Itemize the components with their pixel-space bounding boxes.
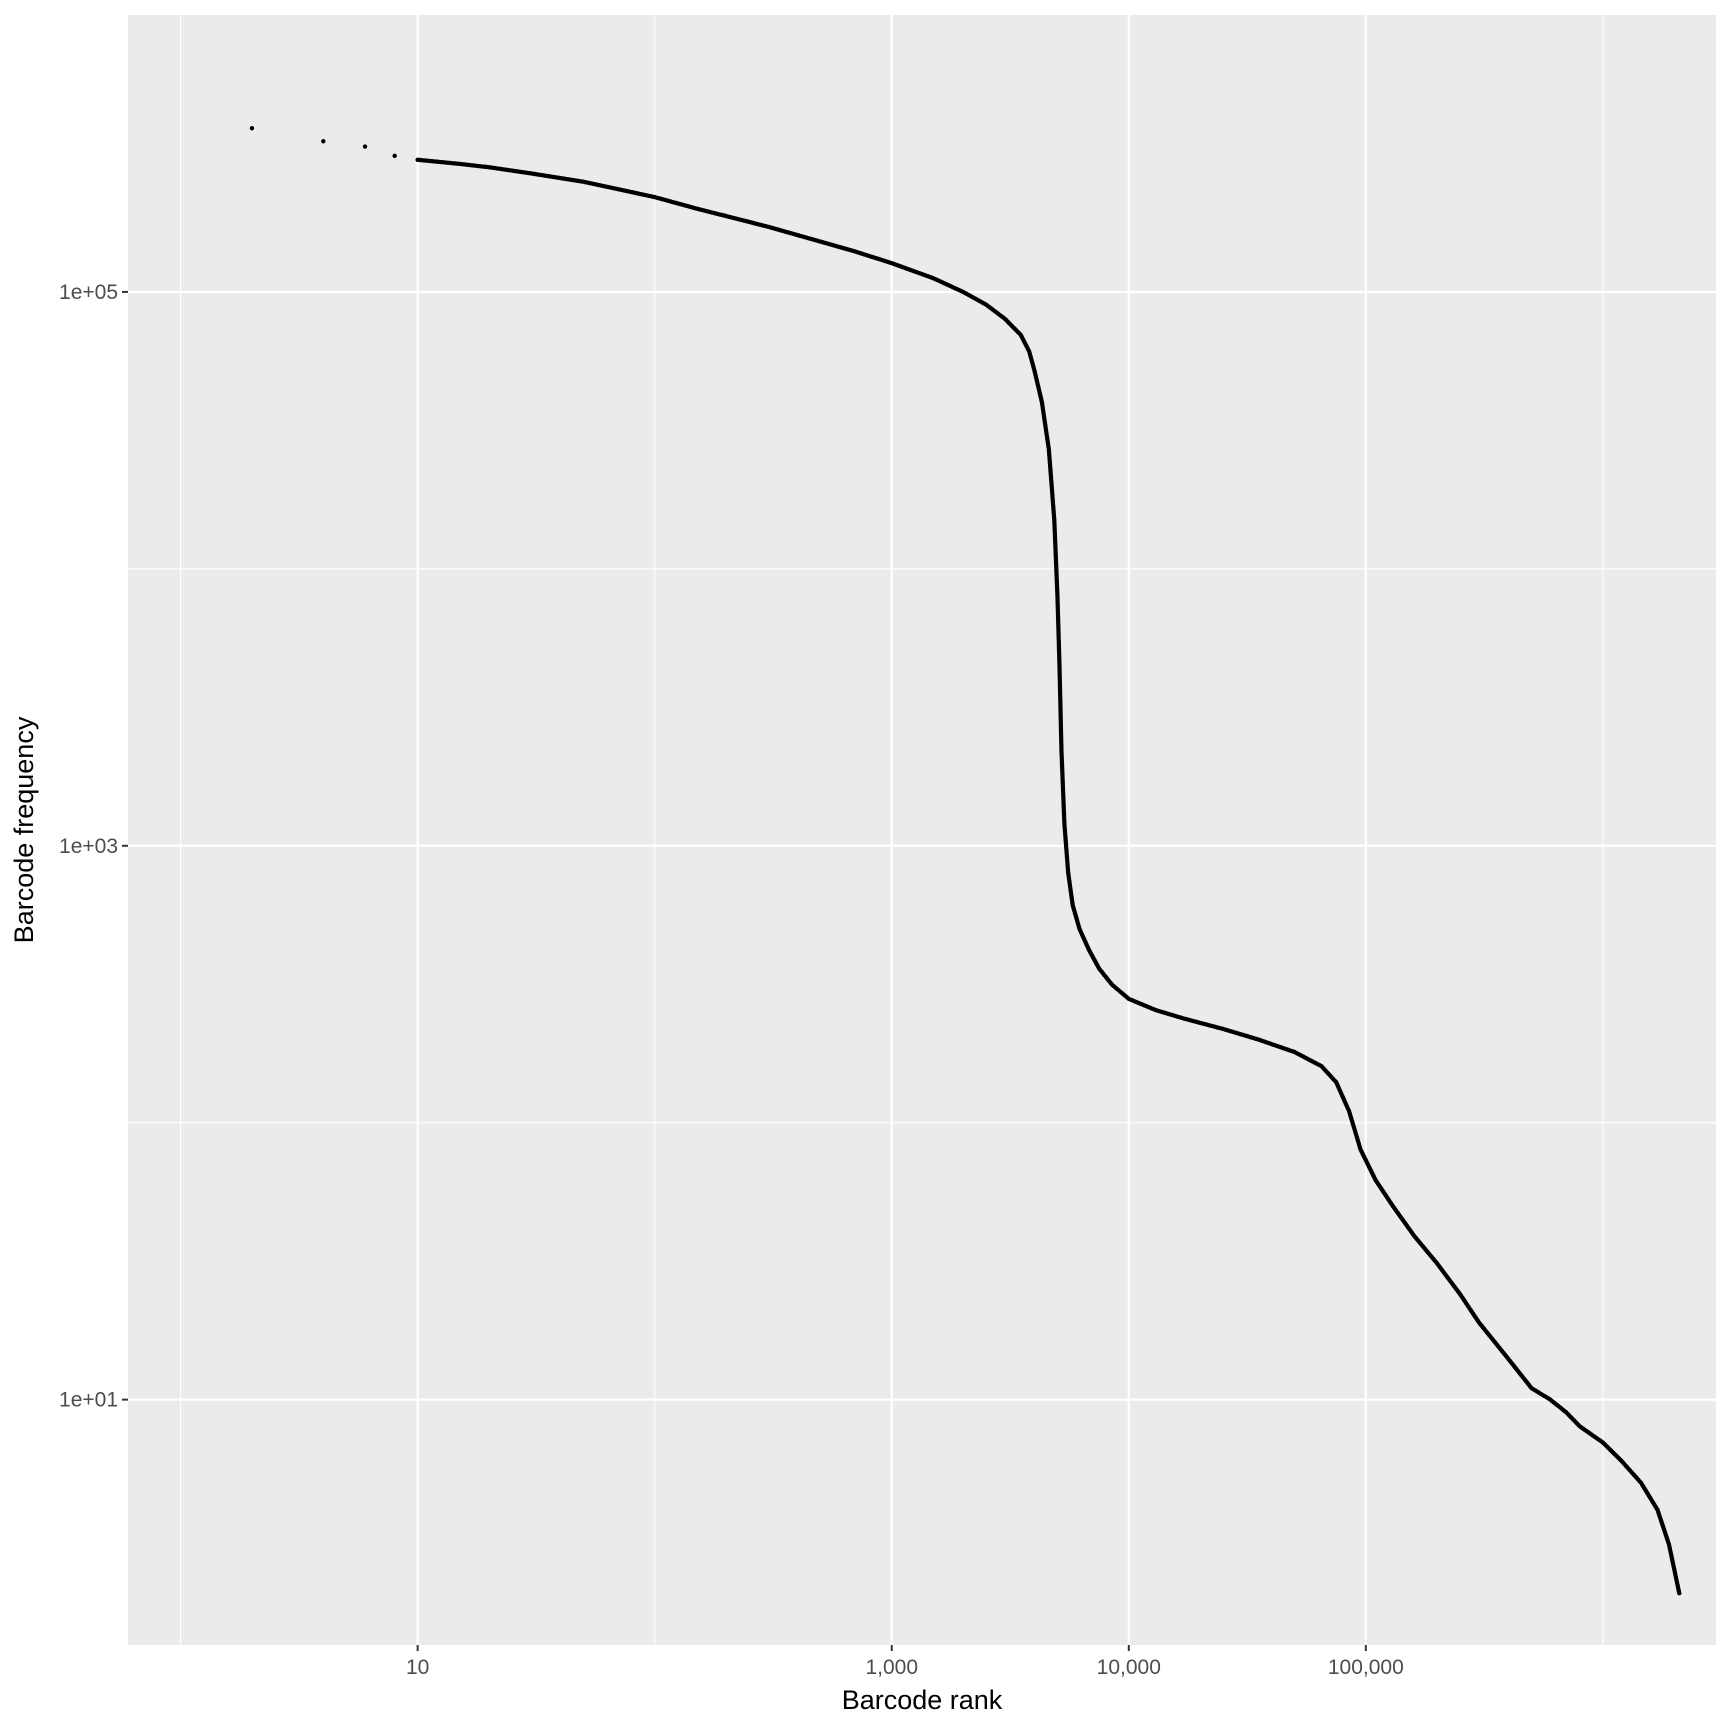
y-tick-label: 1e+01 <box>59 1389 118 1412</box>
y-axis: 1e+05 1e+03 1e+01 <box>59 281 128 1412</box>
major-gridlines <box>128 15 1716 1645</box>
data-points <box>249 126 1682 1596</box>
plot-panel <box>128 15 1716 1645</box>
x-tick-label: 100,000 <box>1328 1656 1404 1679</box>
minor-gridlines <box>128 15 1716 1678</box>
x-tick-label: 10 <box>406 1656 429 1679</box>
y-tick-label: 1e+03 <box>59 835 118 858</box>
data-point <box>249 126 255 131</box>
x-tick-label: 1,000 <box>865 1656 918 1679</box>
y-axis-title: Barcode frequency <box>9 716 39 943</box>
x-axis: 10 1,000 10,000 100,000 <box>406 1645 1404 1679</box>
x-axis-title: Barcode rank <box>842 1685 1003 1715</box>
y-tick-label: 1e+05 <box>59 281 118 304</box>
data-point <box>1677 1590 1682 1596</box>
x-tick-label: 10,000 <box>1097 1656 1161 1679</box>
data-point <box>321 139 326 144</box>
data-point <box>392 153 397 159</box>
data-point <box>362 144 368 149</box>
